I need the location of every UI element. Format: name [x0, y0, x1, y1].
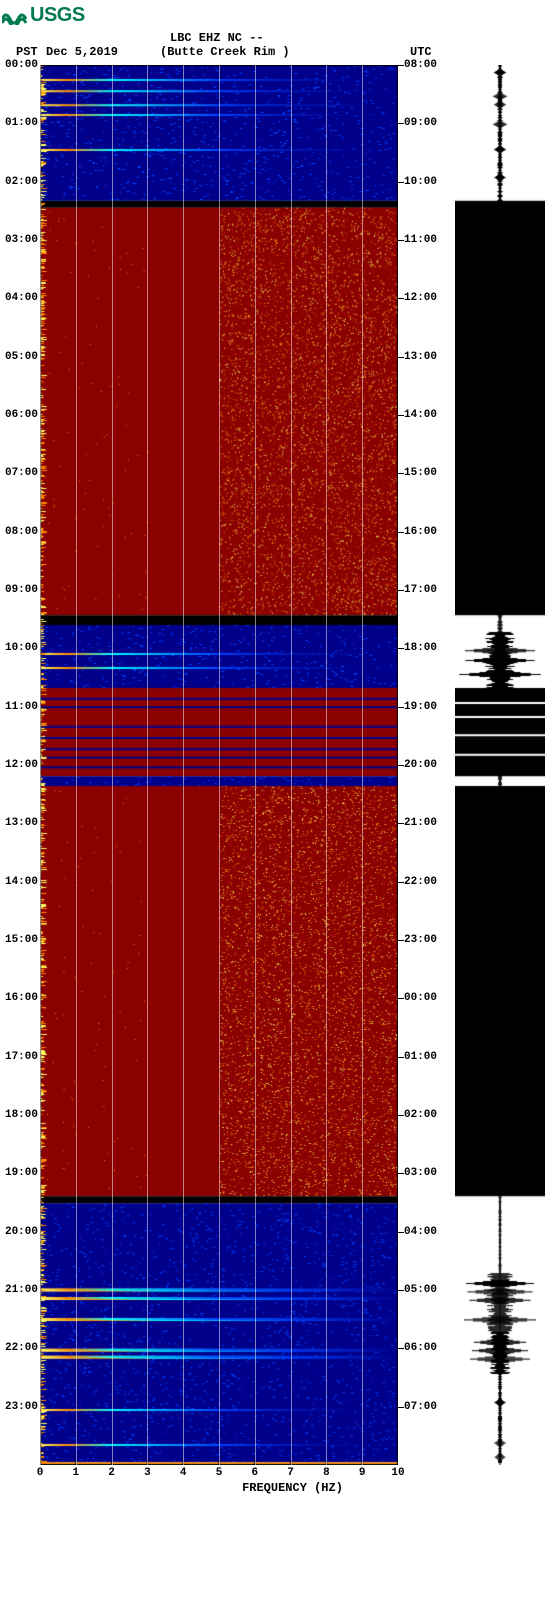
pst-tick: 17:00 [0, 1051, 38, 1063]
pst-tick: 06:00 [0, 409, 38, 421]
pst-tick: 03:00 [0, 234, 38, 246]
utc-tick: 15:00 [404, 467, 448, 479]
x-tick: 4 [180, 1467, 187, 1479]
utc-tick: 23:00 [404, 934, 448, 946]
pst-tick: 08:00 [0, 526, 38, 538]
pst-tick: 20:00 [0, 1226, 38, 1238]
utc-tick: 07:00 [404, 1401, 448, 1413]
pst-tick: 07:00 [0, 467, 38, 479]
x-tick: 1 [72, 1467, 79, 1479]
utc-tick: 00:00 [404, 992, 448, 1004]
pst-tick: 11:00 [0, 701, 38, 713]
pst-tick: 18:00 [0, 1109, 38, 1121]
pst-tick: 10:00 [0, 642, 38, 654]
utc-tick: 05:00 [404, 1284, 448, 1296]
x-tick: 0 [37, 1467, 44, 1479]
utc-tick: 20:00 [404, 759, 448, 771]
pst-tick: 14:00 [0, 876, 38, 888]
tz-left-label: PST [16, 45, 38, 59]
utc-tick: 12:00 [404, 292, 448, 304]
utc-tick: 17:00 [404, 584, 448, 596]
x-tick: 6 [251, 1467, 258, 1479]
x-tick: 2 [108, 1467, 115, 1479]
pst-tick: 05:00 [0, 351, 38, 363]
utc-tick: 04:00 [404, 1226, 448, 1238]
pst-tick: 19:00 [0, 1167, 38, 1179]
x-tick: 5 [216, 1467, 223, 1479]
x-axis-title: FREQUENCY (HZ) [40, 1481, 545, 1495]
x-tick: 7 [287, 1467, 294, 1479]
date-label: Dec 5,2019 [46, 45, 118, 59]
pst-tick: 04:00 [0, 292, 38, 304]
pst-tick: 16:00 [0, 992, 38, 1004]
utc-tick: 21:00 [404, 817, 448, 829]
pst-tick: 09:00 [0, 584, 38, 596]
x-tick: 3 [144, 1467, 151, 1479]
utc-tick: 11:00 [404, 234, 448, 246]
utc-tick: 16:00 [404, 526, 448, 538]
pst-tick: 00:00 [0, 59, 38, 71]
pst-tick: 13:00 [0, 817, 38, 829]
pst-tick: 15:00 [0, 934, 38, 946]
utc-tick: 10:00 [404, 176, 448, 188]
tz-right-label: UTC [410, 45, 432, 59]
usgs-logo-text: USGS [30, 4, 85, 27]
pst-tick: 12:00 [0, 759, 38, 771]
pst-tick: 01:00 [0, 117, 38, 129]
utc-tick: 06:00 [404, 1342, 448, 1354]
plot-header: PST Dec 5,2019 LBC EHZ NC -- (Butte Cree… [0, 27, 552, 65]
station-line2: (Butte Creek Rim ) [160, 45, 290, 59]
plot-area: 00:00 01:00 02:00 03:00 04:00 05:00 06:00 07:00… [40, 65, 545, 1483]
x-tick: 10 [391, 1467, 404, 1479]
pst-tick: 22:00 [0, 1342, 38, 1354]
pst-tick: 23:00 [0, 1401, 38, 1413]
utc-tick: 02:00 [404, 1109, 448, 1121]
utc-tick: 03:00 [404, 1167, 448, 1179]
seismogram-canvas [455, 65, 545, 1465]
utc-tick: 08:00 [404, 59, 448, 71]
utc-tick: 01:00 [404, 1051, 448, 1063]
usgs-logo: USGS [0, 0, 552, 27]
pst-tick: 21:00 [0, 1284, 38, 1296]
utc-tick: 22:00 [404, 876, 448, 888]
x-tick: 8 [323, 1467, 330, 1479]
spectrogram-canvas [40, 65, 398, 1465]
x-tick: 9 [359, 1467, 366, 1479]
utc-tick: 18:00 [404, 642, 448, 654]
utc-tick: 13:00 [404, 351, 448, 363]
utc-tick: 09:00 [404, 117, 448, 129]
utc-tick: 14:00 [404, 409, 448, 421]
station-line1: LBC EHZ NC -- [170, 31, 264, 45]
utc-tick: 19:00 [404, 701, 448, 713]
usgs-wave-icon [2, 7, 28, 25]
pst-tick: 02:00 [0, 176, 38, 188]
